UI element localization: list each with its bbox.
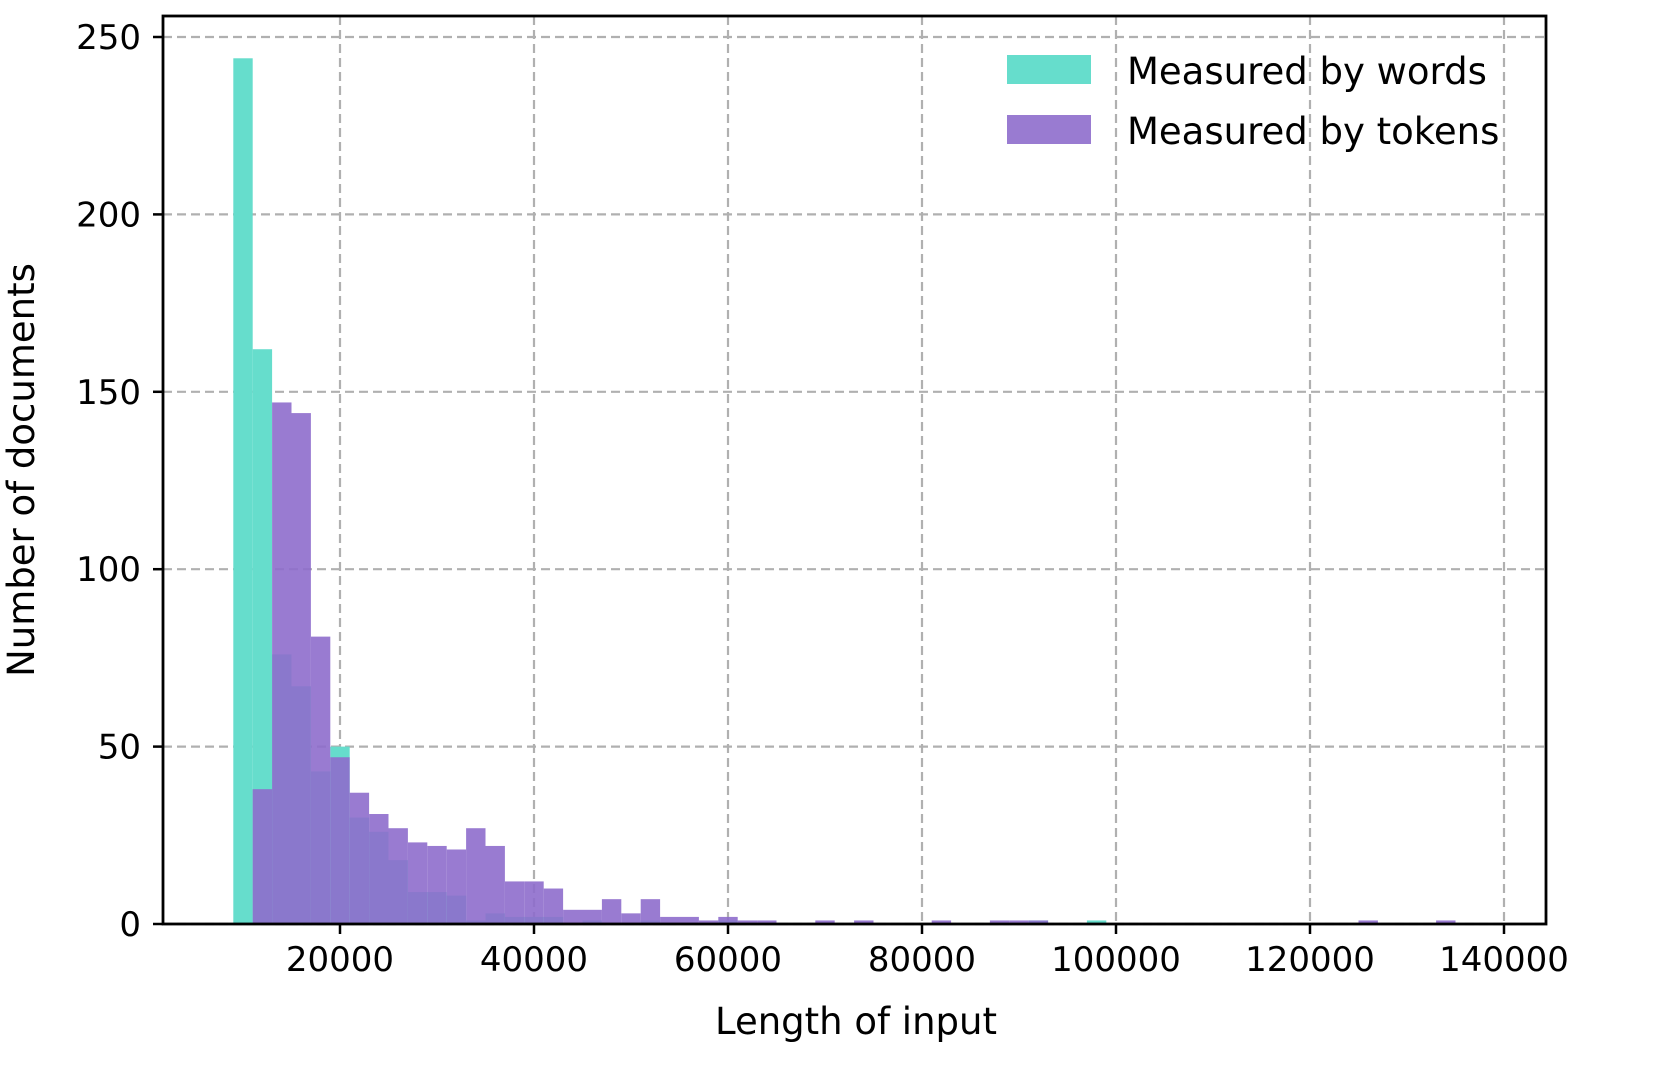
plot-frame	[161, 14, 1548, 926]
y-tick-label: 100	[76, 550, 141, 590]
histogram-bar	[854, 920, 874, 924]
histogram-bar	[660, 916, 680, 924]
histogram-bar	[582, 909, 602, 924]
histogram-bar	[330, 757, 350, 924]
legend: Measured by words Measured by tokens	[1007, 50, 1499, 153]
histogram-bar	[446, 849, 467, 924]
x-tick-label: 40000	[480, 940, 588, 980]
histogram-bar	[485, 845, 505, 924]
histogram-bar	[815, 920, 835, 924]
histogram-bar	[1009, 920, 1029, 924]
histogram-bar	[931, 920, 952, 924]
x-tick-label: 120000	[1245, 940, 1375, 980]
histogram-bar	[504, 881, 525, 924]
histogram-bar	[640, 899, 661, 924]
histogram-bar	[757, 920, 777, 924]
histogram-bar	[1086, 920, 1107, 924]
x-tick-label: 140000	[1439, 940, 1569, 980]
histogram-bar	[1436, 920, 1456, 924]
histogram-bar	[310, 636, 331, 924]
histogram-bar	[388, 828, 408, 924]
y-tick-label: 200	[76, 195, 141, 235]
histogram-bar	[698, 920, 719, 924]
y-axis-ticks: 0 50 100 150 200 250	[76, 18, 163, 945]
histogram-bar	[252, 789, 273, 924]
y-tick-label: 250	[76, 18, 141, 58]
histogram-bar	[1028, 920, 1049, 924]
histogram-bar	[737, 920, 758, 924]
histogram-bar	[252, 349, 273, 924]
histogram-bar	[718, 916, 738, 924]
y-tick-label: 150	[76, 373, 141, 413]
histogram-bar	[563, 909, 583, 924]
x-axis-label: Length of input	[715, 1000, 997, 1043]
histogram-bar	[543, 888, 564, 924]
histogram-bar	[1358, 920, 1378, 924]
histogram-bar	[272, 402, 292, 925]
y-tick-label: 0	[119, 905, 141, 945]
histogram-bar	[621, 913, 641, 924]
histogram-bar	[989, 920, 1010, 924]
y-tick-label: 50	[98, 728, 141, 768]
legend-label: Measured by words	[1127, 50, 1487, 93]
histogram-bar	[524, 881, 544, 924]
x-tick-label: 100000	[1051, 940, 1181, 980]
histogram-bar	[291, 413, 311, 924]
x-tick-label: 60000	[674, 940, 782, 980]
x-tick-label: 80000	[868, 940, 976, 980]
histogram-bar	[407, 842, 428, 924]
x-tick-label: 20000	[286, 940, 394, 980]
y-axis-label: Number of documents	[0, 263, 43, 677]
legend-swatch	[1007, 115, 1091, 144]
histogram-bar	[601, 899, 622, 924]
legend-swatch	[1007, 55, 1091, 84]
x-axis-ticks: 20000 40000 60000 80000 100000 120000 140000	[286, 924, 1569, 980]
histogram-bar	[233, 58, 253, 924]
histogram-bar	[349, 792, 370, 924]
histogram-bar	[679, 916, 699, 924]
histogram-bar	[427, 845, 447, 924]
histogram-bars	[233, 58, 1456, 925]
series-tokens	[252, 402, 1456, 925]
histogram-bar	[466, 828, 486, 924]
histogram-bar	[369, 814, 389, 924]
legend-label: Measured by tokens	[1127, 110, 1499, 153]
